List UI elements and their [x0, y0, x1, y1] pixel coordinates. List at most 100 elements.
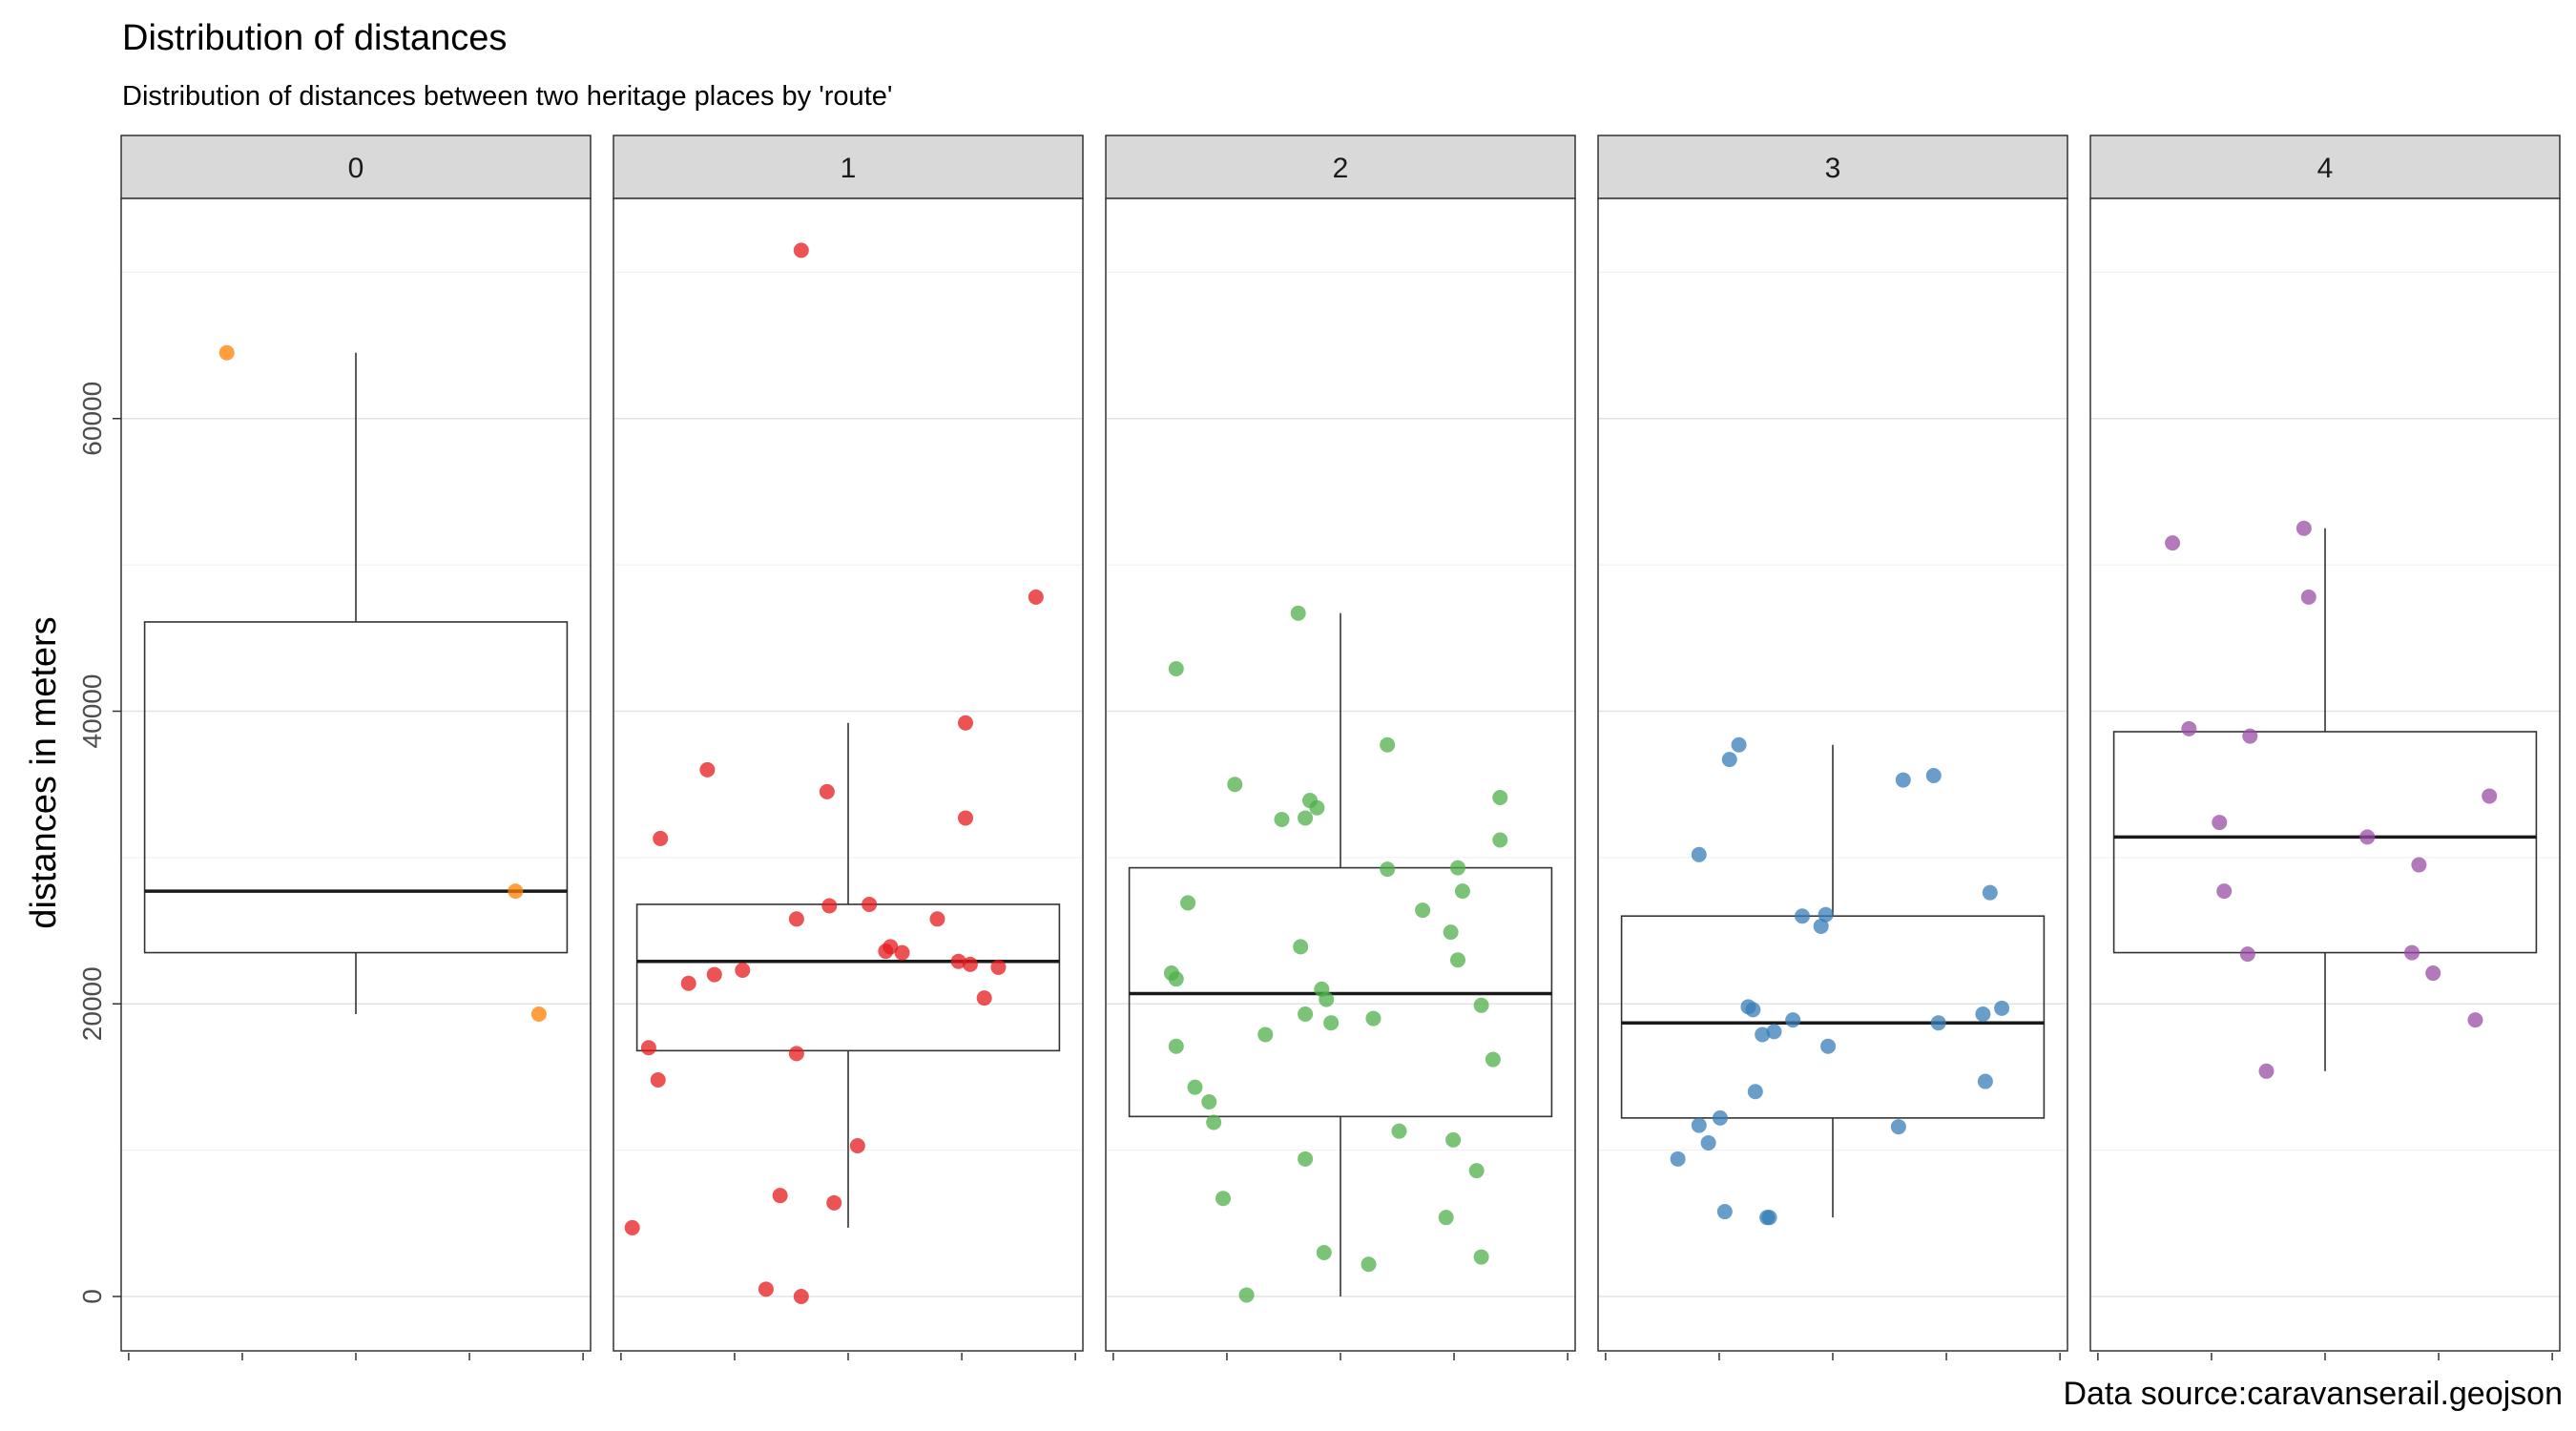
data-point [1755, 1027, 1771, 1043]
panel-border [120, 197, 592, 1352]
data-point [1293, 939, 1309, 955]
facet-strip [1597, 135, 2068, 199]
data-point [1450, 952, 1465, 968]
data-point [862, 896, 878, 912]
data-point [1473, 997, 1489, 1013]
data-point [1168, 971, 1184, 987]
data-point [958, 715, 973, 731]
data-point [1391, 1123, 1407, 1139]
data-point [1290, 605, 1306, 621]
data-point [2216, 883, 2233, 900]
facet-strip [120, 135, 592, 199]
box-iqr [2112, 731, 2538, 954]
panel-border [2089, 197, 2561, 1352]
chart-title: Distribution of distances [122, 18, 507, 58]
data-point [1468, 1163, 1485, 1179]
data-point [1982, 884, 1998, 901]
data-point [1238, 1287, 1255, 1303]
data-point [1365, 1010, 1381, 1027]
data-point [2165, 535, 2181, 551]
data-point [958, 810, 973, 826]
y-tick-label: 60000 [77, 382, 107, 456]
data-point [1977, 1073, 1993, 1089]
data-point [2404, 944, 2420, 961]
data-point [826, 1194, 842, 1211]
data-point [1721, 752, 1737, 768]
data-point [735, 962, 751, 978]
data-point [1766, 1024, 1782, 1040]
data-point [1309, 799, 1325, 816]
data-point [1168, 661, 1184, 677]
data-point [1450, 860, 1465, 876]
data-point [1201, 1094, 1217, 1110]
data-point [1670, 1151, 1686, 1167]
data-point [640, 1040, 656, 1056]
data-point [1298, 1151, 1314, 1167]
data-point [1257, 1027, 1274, 1043]
data-point [821, 898, 838, 914]
data-point [976, 990, 992, 1006]
facet-panel-2: 2 [1105, 135, 1576, 1360]
data-point [1443, 924, 1459, 941]
data-point [2467, 1012, 2483, 1028]
data-point [1716, 1204, 1733, 1220]
data-point [788, 911, 804, 927]
data-point [1691, 846, 1707, 862]
y-axis-ticks: 0 20000 40000 60000 [77, 382, 121, 1304]
data-point [1691, 1117, 1707, 1133]
data-point [1319, 991, 1335, 1007]
data-point [819, 783, 835, 799]
data-point [2296, 520, 2312, 536]
data-point [680, 975, 696, 991]
data-point [772, 1188, 788, 1204]
data-point [624, 1219, 640, 1235]
data-point [1747, 1084, 1763, 1100]
data-point [793, 242, 809, 259]
data-point [1298, 1006, 1314, 1022]
facet-strip-label: 1 [841, 153, 857, 184]
box-iqr [635, 903, 1061, 1052]
data-point [218, 344, 235, 361]
data-source-caption: Data source:caravanserail.geojson [2063, 1376, 2563, 1412]
facet-strip [613, 135, 1084, 199]
data-point [2359, 829, 2376, 845]
data-point [508, 883, 524, 900]
data-point [2482, 788, 2498, 804]
data-point [950, 953, 966, 969]
panel-border [1105, 197, 1576, 1352]
data-point [1820, 1038, 1837, 1054]
data-point [2242, 728, 2258, 744]
data-point [1890, 1119, 1906, 1135]
data-point [1813, 918, 1829, 934]
data-point [2212, 815, 2228, 831]
data-point [1975, 1006, 1991, 1022]
data-point [1712, 1110, 1728, 1126]
data-point [1415, 902, 1431, 919]
data-point [1206, 1114, 1222, 1130]
facet-panel-0: 0 [120, 135, 592, 1360]
data-point [1227, 777, 1243, 793]
data-point [1323, 1015, 1340, 1031]
panel-border [1597, 197, 2068, 1352]
facet-strip [2089, 135, 2561, 199]
data-point [1994, 1000, 2010, 1016]
facet-panel-1: 1 [613, 135, 1084, 1360]
data-point [1895, 772, 1911, 788]
data-point [1168, 1038, 1184, 1054]
data-point [894, 944, 910, 961]
facet-strip-label: 4 [2317, 153, 2334, 184]
facet-panels: 0 1 2 3 4 [120, 135, 2561, 1360]
data-point [1930, 1015, 1946, 1031]
data-point [1925, 767, 1942, 783]
data-point [929, 911, 945, 927]
data-point [1361, 1256, 1377, 1273]
data-point [1215, 1191, 1231, 1207]
facet-panel-3: 3 [1597, 135, 2068, 1360]
y-tick-label: 40000 [77, 674, 107, 749]
data-point [1380, 861, 1396, 878]
facet-strip-label: 0 [348, 153, 364, 184]
data-point [1759, 1210, 1776, 1226]
data-point [2181, 720, 2197, 736]
data-point [699, 761, 716, 778]
